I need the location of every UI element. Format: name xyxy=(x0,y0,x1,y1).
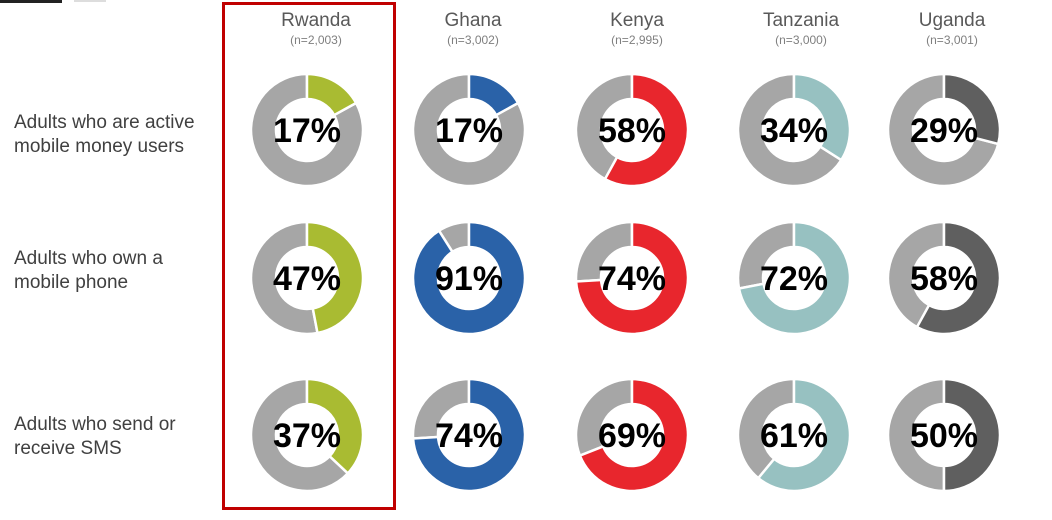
donut-value-slice xyxy=(467,72,520,117)
country-name: Tanzania xyxy=(762,10,840,31)
donut-percent-label: 50% xyxy=(910,417,978,455)
donut-uganda-row1: 29% xyxy=(886,72,1002,188)
row-label-mobile-money: Adults who are active mobile money users xyxy=(14,112,195,157)
donut-rwanda-row3: 37% xyxy=(249,377,365,493)
sample-size: (n=2,995) xyxy=(611,33,663,47)
country-name: Rwanda xyxy=(281,10,351,31)
donut-percent-label: 69% xyxy=(598,417,666,455)
donut-tanzania-row2: 72% xyxy=(736,220,852,336)
donut-value-slice xyxy=(915,220,1002,336)
column-header-kenya: Kenya (n=2,995) xyxy=(562,10,712,48)
column-header-ghana: Ghana (n=3,002) xyxy=(398,10,548,48)
donut-value-slice xyxy=(411,377,527,493)
country-name: Ghana xyxy=(444,10,502,31)
donut-kenya-row2: 74% xyxy=(574,220,690,336)
sample-size: (n=3,001) xyxy=(926,33,978,47)
donut-uganda-row3: 50% xyxy=(886,377,1002,493)
donut-kenya-row3: 69% xyxy=(574,377,690,493)
donut-value-slice xyxy=(737,220,852,336)
donut-remainder-slice xyxy=(736,377,796,480)
donut-value-slice xyxy=(578,377,690,493)
donut-percent-label: 17% xyxy=(435,112,503,150)
donut-value-slice xyxy=(411,220,527,336)
sample-size: (n=2,003) xyxy=(290,33,342,47)
donut-ghana-row2: 91% xyxy=(411,220,527,336)
donut-value-slice xyxy=(756,377,852,493)
donut-value-slice xyxy=(574,220,690,336)
donut-value-slice xyxy=(305,220,365,335)
donut-remainder-slice xyxy=(249,72,365,188)
donut-percent-label: 91% xyxy=(435,260,503,298)
donut-percent-label: 61% xyxy=(760,417,828,455)
donut-kenya-row1: 58% xyxy=(574,72,690,188)
donut-remainder-slice xyxy=(249,377,350,493)
column-header-rwanda: Rwanda (n=2,003) xyxy=(241,10,391,48)
country-name: Uganda xyxy=(918,10,986,31)
row-label-sms: Adults who send or receive SMS xyxy=(14,414,176,459)
donut-value-slice xyxy=(603,72,690,188)
donut-remainder-slice xyxy=(886,220,946,329)
donut-percent-label: 29% xyxy=(910,112,978,150)
donut-ghana-row1: 17% xyxy=(411,72,527,188)
donut-value-slice xyxy=(305,377,365,476)
donut-uganda-row2: 58% xyxy=(886,220,1002,336)
sample-size: (n=3,002) xyxy=(447,33,499,47)
donut-value-slice xyxy=(942,72,1002,146)
row-label-phone-ownership: Adults who own a mobile phone xyxy=(14,248,163,293)
donut-rwanda-row2: 47% xyxy=(249,220,365,336)
corner-decoration xyxy=(0,0,62,3)
donut-rwanda-row1: 17% xyxy=(249,72,365,188)
donut-percent-label: 37% xyxy=(273,417,341,455)
column-header-tanzania: Tanzania (n=3,000) xyxy=(726,10,876,48)
donut-percent-label: 74% xyxy=(435,417,503,455)
donut-percent-label: 17% xyxy=(273,112,341,150)
donut-remainder-slice xyxy=(736,72,844,188)
donut-remainder-slice xyxy=(574,72,634,181)
donut-percent-label: 72% xyxy=(760,260,828,298)
donut-remainder-slice xyxy=(886,377,946,493)
donut-tanzania-row3: 61% xyxy=(736,377,852,493)
donut-percent-label: 74% xyxy=(598,260,666,298)
country-name: Kenya xyxy=(610,10,664,31)
column-header-uganda: Uganda (n=3,001) xyxy=(877,10,1027,48)
sample-size: (n=3,000) xyxy=(775,33,827,47)
donut-ghana-row3: 74% xyxy=(411,377,527,493)
donut-percent-label: 58% xyxy=(598,112,666,150)
donut-value-slice xyxy=(792,72,852,162)
donut-percent-label: 34% xyxy=(760,112,828,150)
corner-decoration-secondary xyxy=(74,0,106,2)
donut-tanzania-row1: 34% xyxy=(736,72,852,188)
donut-remainder-slice xyxy=(886,72,1000,188)
donut-value-slice xyxy=(305,72,358,117)
donut-value-slice xyxy=(942,377,1002,493)
rwanda-highlight-box xyxy=(222,2,396,510)
donut-percent-label: 47% xyxy=(273,260,341,298)
donut-percent-label: 58% xyxy=(910,260,978,298)
donut-remainder-slice xyxy=(249,220,319,336)
donut-remainder-slice xyxy=(411,72,527,188)
